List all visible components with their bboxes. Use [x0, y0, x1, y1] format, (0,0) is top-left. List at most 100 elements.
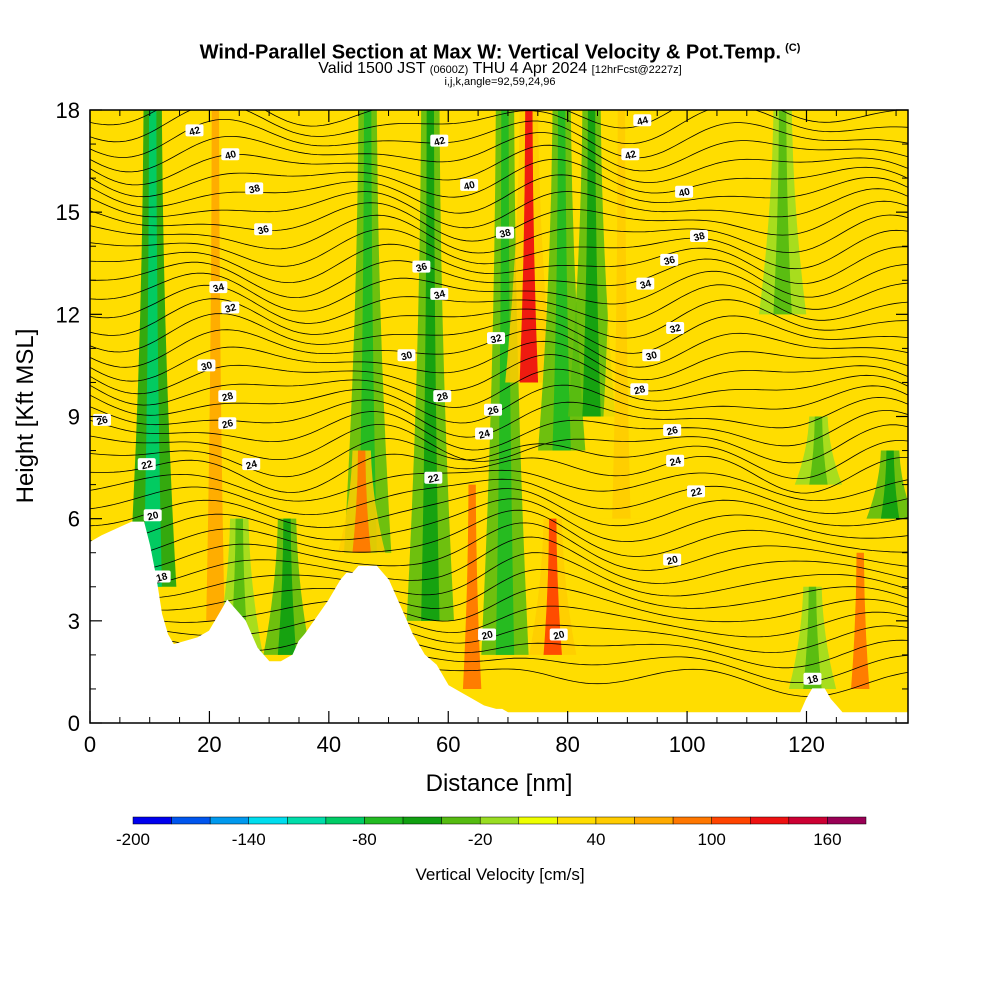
colorbar-swatch	[479, 816, 520, 825]
copyright-mark: (C)	[785, 42, 801, 54]
contour-label: 22	[427, 472, 441, 486]
contour-label-group: 24	[666, 454, 685, 469]
contour-label: 36	[415, 261, 429, 275]
contour-label-group: 30	[197, 359, 216, 374]
contour-label-bg	[137, 458, 156, 471]
colorbar-swatch	[827, 816, 867, 825]
velocity-band-core	[773, 110, 792, 315]
contour-label: 40	[224, 149, 238, 163]
contour-label-bg	[218, 417, 237, 430]
contour-label-bg	[254, 223, 273, 236]
contour-label: 18	[806, 673, 820, 687]
contour-label: 44	[636, 115, 650, 129]
theta-contours	[90, 110, 908, 697]
theta-contour-line	[90, 270, 908, 312]
contour-label: 36	[663, 254, 677, 268]
contour-label-group: 20	[143, 509, 162, 523]
velocity-band-core	[495, 110, 515, 655]
x-tick-label: 20	[197, 732, 221, 757]
contour-label-bg	[549, 628, 568, 641]
contour-label-group: 30	[642, 349, 661, 364]
contour-label-bg	[218, 390, 237, 403]
contour-label-bg	[221, 301, 240, 314]
contour-label-bg	[478, 628, 497, 641]
colorbar-label: -80	[352, 830, 377, 849]
contour-label-group: 26	[663, 424, 682, 438]
velocity-band-core	[809, 416, 828, 485]
colorbar-swatch	[132, 816, 172, 825]
contour-label-group: 28	[630, 383, 649, 398]
colorbar-swatch	[364, 816, 404, 825]
velocity-band-core	[421, 110, 440, 621]
contour-label: 42	[433, 135, 447, 149]
contour-label-group: 38	[245, 182, 264, 197]
contour-label-group: 34	[636, 277, 655, 292]
colorbar-swatch	[788, 816, 828, 825]
contour-label-bg	[397, 349, 416, 362]
contour-label-group: 40	[675, 185, 694, 200]
theta-contour-line	[90, 469, 908, 502]
colorbar-swatch	[402, 816, 442, 825]
contour-label: 42	[188, 125, 202, 139]
contour-label-group: 22	[424, 471, 443, 486]
colorbar-title: Vertical Velocity [cm/s]	[415, 865, 584, 884]
theta-contour-line	[90, 214, 908, 254]
contour-label-group: 38	[495, 226, 514, 241]
theta-contour-line	[90, 424, 908, 464]
colorbar-label: -200	[116, 830, 150, 849]
forecast-info: [12hrFcst@2227z]	[591, 64, 682, 76]
colorbar-swatch	[750, 816, 790, 825]
colorbar-swatch	[634, 816, 674, 825]
terrain-mask	[90, 521, 908, 723]
y-tick-label: 0	[68, 711, 80, 736]
colorbar-label: 100	[697, 830, 725, 849]
contour-label-group: 24	[242, 458, 261, 472]
contour-label-group: 22	[687, 485, 706, 500]
contour-label-bg	[666, 454, 685, 467]
contour-label: 32	[224, 302, 238, 316]
velocity-band-core	[277, 518, 297, 655]
theta-contour-line	[90, 174, 908, 214]
velocity-band-core	[462, 484, 482, 689]
y-tick-label: 6	[68, 507, 80, 532]
theta-contour-line	[90, 188, 908, 229]
contour-label-group: 18	[152, 570, 171, 585]
velocity-band-core	[543, 518, 562, 655]
theta-contour-line	[90, 478, 908, 516]
theta-contour-line	[90, 536, 908, 586]
contour-label: 36	[257, 224, 271, 238]
contour-label: 38	[693, 231, 707, 245]
contour-label-group: 32	[221, 301, 240, 316]
contour-label-bg	[642, 349, 661, 362]
contour-label: 30	[645, 350, 659, 364]
contour-label-group: 36	[254, 223, 273, 238]
x-tick-label: 40	[317, 732, 341, 757]
x-tick-label: 0	[84, 732, 96, 757]
theta-contour-line	[90, 509, 908, 557]
colorbar-swatch	[595, 816, 635, 825]
contour-label-bg	[197, 359, 216, 372]
contour-label-group: 30	[397, 349, 416, 363]
contour-label: 28	[633, 384, 647, 398]
theta-contour-line	[90, 258, 908, 299]
contour-label-group: 32	[487, 332, 506, 346]
theta-contour-line	[90, 522, 908, 572]
contour-label-group: 40	[221, 148, 240, 163]
contour-label-bg	[633, 114, 652, 127]
contour-label-group: 44	[633, 114, 652, 129]
contour-label-group: 32	[666, 321, 685, 336]
contour-label-bg	[663, 553, 682, 566]
colorbar-label: -20	[468, 830, 493, 849]
contour-label: 20	[666, 554, 680, 568]
contour-label-group: 26	[218, 417, 237, 432]
y-tick-label: 18	[56, 98, 80, 123]
x-tick-label: 80	[555, 732, 579, 757]
x-axis: 0 20 40 60 80 100 120	[84, 110, 897, 757]
colorbar-label: 40	[586, 830, 605, 849]
valid-zulu: (0600Z)	[429, 64, 469, 76]
theta-contour-line	[90, 368, 908, 408]
contour-label-group: 42	[185, 124, 204, 139]
contour-label-group: 20	[478, 628, 497, 643]
contour-label: 24	[478, 428, 492, 442]
